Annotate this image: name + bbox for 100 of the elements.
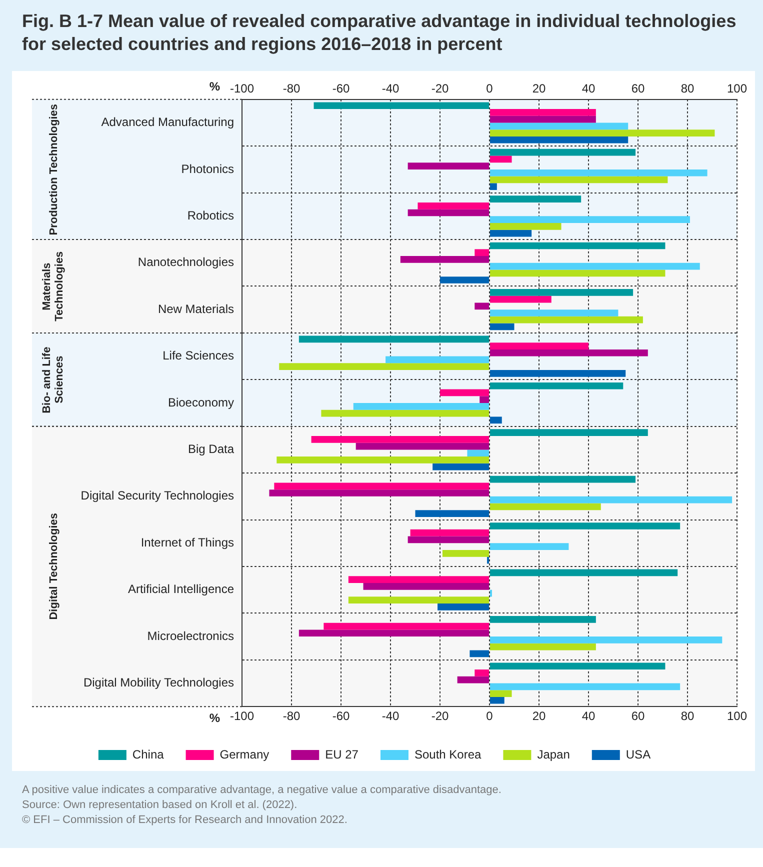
bar bbox=[490, 429, 648, 436]
legend-label: Germany bbox=[220, 747, 270, 762]
text: A positive value indicates a comparative advantage, a negative value a comparative disadvantage. bbox=[22, 783, 502, 798]
bar bbox=[490, 696, 504, 704]
bar bbox=[269, 490, 489, 496]
y-tick-label: Robotics bbox=[187, 208, 234, 222]
bar bbox=[353, 403, 489, 410]
bar bbox=[490, 543, 569, 550]
bar bbox=[356, 442, 489, 450]
bar bbox=[490, 109, 596, 116]
bar bbox=[490, 382, 624, 390]
bar bbox=[276, 456, 489, 464]
bar bbox=[415, 510, 489, 517]
x-tick-label: 100 bbox=[726, 709, 748, 724]
bar bbox=[474, 249, 489, 256]
bar bbox=[348, 576, 489, 583]
band-label: Bio- and Life Sciences bbox=[41, 345, 67, 415]
bar bbox=[490, 616, 596, 623]
text: © EFI – Commission of Experts for Research and Innovation 2022. bbox=[22, 812, 348, 828]
bar bbox=[490, 569, 678, 576]
x-tick-label: 0 bbox=[486, 709, 494, 724]
x-tick-label: -80 bbox=[282, 709, 300, 724]
bar bbox=[324, 622, 489, 630]
bar bbox=[490, 316, 643, 324]
x2-tick-label: 100 bbox=[726, 82, 748, 96]
bar bbox=[470, 650, 489, 658]
x-tick-label: -40 bbox=[382, 709, 400, 724]
bar bbox=[490, 223, 562, 230]
bar bbox=[490, 323, 514, 330]
x2-axis-title: % bbox=[209, 80, 220, 94]
bar bbox=[490, 662, 666, 670]
bar bbox=[490, 196, 582, 202]
y-tick-label: Digital Mobility Technologies bbox=[83, 676, 234, 690]
y-tick-label: Life Sciences bbox=[162, 348, 234, 363]
y-tick-label: Nanotechnologies bbox=[138, 255, 234, 270]
bar bbox=[490, 242, 666, 250]
x-tick-label: 40 bbox=[582, 709, 596, 724]
bar bbox=[474, 670, 489, 676]
bar bbox=[298, 336, 489, 343]
legend-label: EU 27 bbox=[325, 747, 359, 762]
bar bbox=[490, 370, 626, 377]
bar bbox=[311, 436, 489, 443]
bar bbox=[432, 463, 489, 470]
bar bbox=[440, 389, 489, 396]
y-tick-label: Bioeconomy bbox=[168, 395, 234, 410]
bar bbox=[490, 270, 666, 277]
bar bbox=[490, 643, 596, 650]
x2-tick-label: -80 bbox=[282, 82, 300, 96]
bar bbox=[490, 503, 601, 510]
x-tick-label: 80 bbox=[680, 709, 694, 724]
bar bbox=[490, 342, 588, 350]
bar bbox=[442, 550, 489, 557]
band-label: Production Technologies bbox=[48, 104, 60, 236]
bar bbox=[490, 230, 532, 237]
bar bbox=[490, 476, 636, 483]
source-note: Source: Own representation based on Kroll et al. (2022). bbox=[22, 798, 298, 813]
x-axis-title: % bbox=[209, 710, 220, 725]
band-label: Materials Technologies bbox=[41, 250, 67, 324]
bar bbox=[490, 130, 715, 136]
bar bbox=[490, 690, 512, 697]
bar bbox=[408, 209, 489, 216]
bar bbox=[490, 496, 732, 504]
x2-tick-label: 20 bbox=[532, 82, 546, 96]
y-tick-label: New Materials bbox=[158, 302, 234, 316]
bar bbox=[279, 363, 489, 370]
bar bbox=[386, 356, 489, 364]
x-tick-label: -60 bbox=[332, 709, 350, 724]
bar bbox=[490, 636, 722, 644]
x-tick-label: 20 bbox=[532, 709, 546, 724]
x2-tick-label: 40 bbox=[582, 82, 596, 96]
bar bbox=[474, 302, 489, 310]
bar bbox=[490, 116, 596, 123]
y-tick-label: Internet of Things bbox=[140, 535, 234, 550]
bar bbox=[490, 262, 700, 270]
bar bbox=[408, 536, 489, 544]
x-tick-label: -100 bbox=[230, 709, 254, 724]
y-tick-label: Photonics bbox=[181, 162, 234, 176]
bar bbox=[467, 450, 489, 457]
bar bbox=[440, 276, 489, 284]
x2-tick-label: 60 bbox=[631, 82, 645, 96]
bar bbox=[490, 122, 628, 130]
bar bbox=[298, 630, 489, 637]
bar bbox=[457, 676, 489, 684]
bar bbox=[490, 156, 512, 163]
chart-title: Fig. B 1-7 Mean value of revealed comparative advantage in individual technologies for selected countries and regions 2016–2018 in percent bbox=[21, 10, 738, 56]
bar bbox=[490, 169, 708, 176]
bar bbox=[490, 296, 552, 303]
y-tick-label: Advanced Manufacturing bbox=[101, 115, 234, 130]
x2-tick-label: -20 bbox=[431, 82, 449, 96]
bar bbox=[490, 148, 636, 156]
bar bbox=[490, 416, 502, 424]
bar bbox=[490, 176, 668, 184]
x2-tick-label: 0 bbox=[486, 82, 494, 96]
bar bbox=[490, 136, 628, 144]
bar bbox=[348, 596, 489, 604]
bar bbox=[480, 396, 489, 403]
bar bbox=[490, 289, 634, 296]
x-tick-label: -20 bbox=[431, 709, 449, 724]
band-label: Digital Technologies bbox=[48, 513, 60, 620]
bar bbox=[274, 482, 489, 490]
